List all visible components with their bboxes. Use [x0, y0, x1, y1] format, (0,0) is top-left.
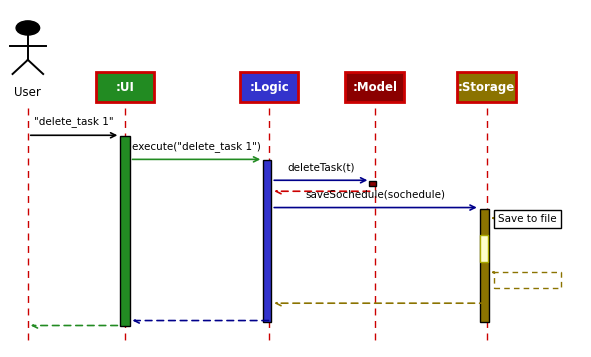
Bar [369, 181, 376, 186]
Bar [480, 235, 488, 262]
Text: saveSochedule(sochedule): saveSochedule(sochedule) [306, 190, 446, 200]
Text: :Model: :Model [352, 81, 397, 94]
Bar [239, 72, 298, 102]
Text: Save to file: Save to file [498, 214, 557, 224]
Text: deleteTask(t): deleteTask(t) [287, 162, 355, 172]
Text: execute("delete_task 1"): execute("delete_task 1") [132, 141, 261, 152]
Text: "delete_task 1": "delete_task 1" [34, 117, 114, 127]
Bar [480, 208, 489, 322]
Bar [263, 160, 271, 322]
Bar [457, 72, 516, 102]
Text: :Storage: :Storage [458, 81, 515, 94]
Bar [493, 210, 561, 228]
Text: User: User [14, 86, 41, 99]
Text: :Logic: :Logic [249, 81, 289, 94]
Bar [120, 136, 129, 326]
Bar [493, 272, 561, 288]
Circle shape [16, 21, 40, 35]
Bar [346, 72, 404, 102]
Text: :UI: :UI [115, 81, 134, 94]
Bar [96, 72, 154, 102]
